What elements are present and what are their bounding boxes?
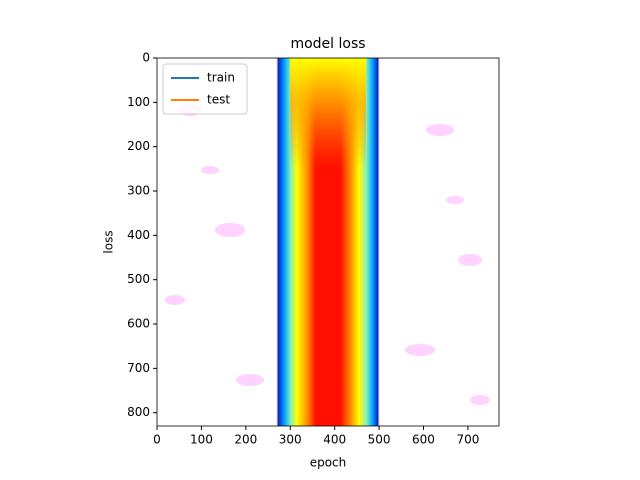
x-tick-label: 300 bbox=[279, 433, 302, 447]
heat-top bbox=[290, 58, 366, 426]
x-tick-label: 600 bbox=[412, 433, 435, 447]
x-tick-label: 0 bbox=[153, 433, 161, 447]
y-tick-label: 300 bbox=[127, 184, 150, 198]
plot-area bbox=[156, 57, 500, 427]
legend-label: train bbox=[207, 71, 235, 85]
x-tick-label: 400 bbox=[323, 433, 346, 447]
y-tick-label: 800 bbox=[127, 405, 150, 419]
legend-label: test bbox=[207, 93, 230, 107]
chart-title: model loss bbox=[290, 36, 365, 52]
y-tick-label: 700 bbox=[127, 361, 150, 375]
legend-box bbox=[162, 63, 248, 115]
x-tick-label: 500 bbox=[368, 433, 391, 447]
x-tick-label: 700 bbox=[456, 433, 479, 447]
y-tick-label: 400 bbox=[127, 228, 150, 242]
noise bbox=[165, 104, 490, 405]
x-tick-label: 200 bbox=[234, 433, 257, 447]
y-axis-label: loss bbox=[102, 230, 116, 253]
axes-frame bbox=[156, 57, 500, 427]
y-tick-label: 500 bbox=[127, 272, 150, 286]
x-axis-label: epoch bbox=[310, 456, 347, 470]
y-tick-label: 600 bbox=[127, 317, 150, 331]
y-tick-label: 100 bbox=[127, 95, 150, 109]
y-tick-label: 0 bbox=[142, 51, 150, 65]
y-tick-label: 200 bbox=[127, 139, 150, 153]
x-tick-label: 100 bbox=[190, 433, 213, 447]
